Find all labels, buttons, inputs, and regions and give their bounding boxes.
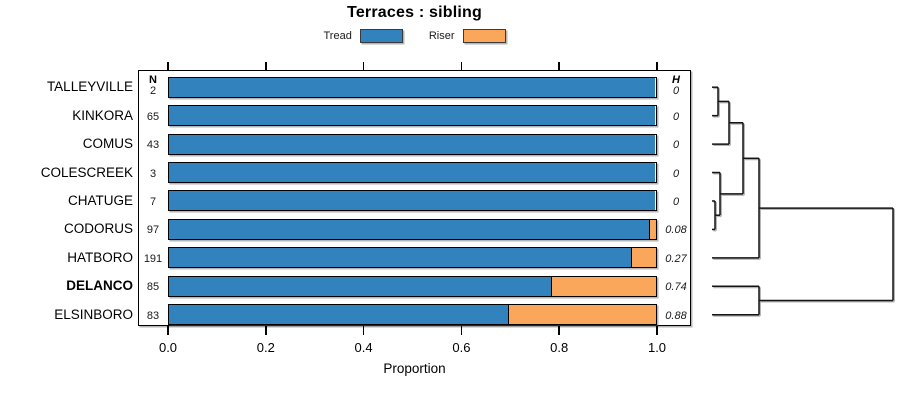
tread-bar-segment: [169, 305, 509, 325]
x-axis-tick-label: 0.8: [550, 340, 569, 355]
h-value: 0.08: [665, 224, 687, 237]
h-column-header: H: [672, 73, 680, 86]
n-value: 3: [149, 167, 157, 180]
riser-bar-segment: [650, 219, 656, 239]
legend-item-riser: Riser: [429, 29, 506, 43]
x-axis-tick-top: [460, 61, 463, 70]
category-label: TALLEYVILLE: [46, 79, 133, 95]
x-axis-title: Proportion: [383, 361, 446, 376]
legend-item-tread: Tread: [324, 29, 403, 43]
h-value: 0: [672, 167, 680, 180]
bar: [168, 105, 657, 127]
tread-bar-segment: [169, 191, 655, 211]
x-axis-tick-bottom: [167, 326, 169, 335]
x-axis-tick-top: [167, 61, 169, 70]
h-value: 0.88: [665, 309, 687, 322]
x-axis-tick-bottom: [460, 326, 463, 335]
n-value: 65: [146, 110, 160, 123]
bar: [168, 304, 657, 326]
n-value: 83: [146, 309, 160, 322]
x-axis-tick-label: 0.2: [256, 340, 275, 355]
legend: Tread Riser: [138, 27, 691, 45]
x-axis-tick-label: 0.6: [452, 340, 471, 355]
x-axis-tick-label: 0.4: [354, 340, 373, 355]
chart-title: Terraces : sibling: [347, 4, 482, 21]
n-value: 85: [146, 281, 160, 294]
riser-bar-segment: [552, 276, 656, 296]
n-value: 191: [143, 252, 163, 265]
tread-bar-segment: [169, 219, 650, 239]
n-value: 43: [146, 139, 160, 152]
category-label: KINKORA: [72, 107, 133, 123]
n-value: 2: [149, 84, 157, 97]
tread-bar-segment: [169, 106, 655, 126]
n-value: 97: [146, 224, 160, 237]
category-label: COMUS: [82, 136, 133, 152]
bar: [168, 247, 657, 269]
tread-bar-segment: [169, 77, 655, 97]
x-axis-tick-bottom: [265, 326, 267, 335]
x-axis-tick-top: [265, 61, 267, 70]
category-label: COLESCREEK: [40, 164, 133, 180]
bar: [168, 76, 657, 98]
x-axis-tick-bottom: [362, 326, 365, 335]
h-value: 0.74: [665, 281, 687, 294]
legend-swatch-tread-icon: [359, 29, 403, 43]
tread-bar-segment: [169, 248, 632, 268]
x-axis-tick-label: 0.0: [158, 340, 178, 355]
x-axis-tick-label: 1.0: [647, 340, 667, 355]
h-value: 0: [672, 110, 680, 123]
tread-bar-segment: [169, 134, 655, 154]
legend-label-tread: Tread: [323, 30, 352, 42]
bar: [168, 190, 657, 212]
bar: [168, 162, 657, 184]
category-label: HATBORO: [67, 249, 133, 265]
plot-frame: [138, 70, 691, 326]
legend-label-riser: Riser: [428, 30, 455, 42]
tread-bar-segment: [169, 163, 655, 183]
legend-swatch-riser-icon: [462, 29, 506, 43]
tread-bar-segment: [169, 276, 552, 296]
x-axis-tick-top: [656, 61, 658, 70]
h-value: 0.27: [665, 252, 687, 265]
x-axis-tick-top: [558, 61, 560, 70]
h-value: 0: [672, 139, 680, 152]
n-column-header: N: [149, 73, 157, 86]
x-axis-tick-bottom: [558, 326, 560, 335]
n-value: 7: [149, 195, 157, 208]
category-label: CHATUGE: [67, 192, 133, 208]
bar: [168, 275, 657, 297]
category-label: DELANCO: [66, 278, 133, 294]
riser-bar-segment: [632, 248, 656, 268]
x-axis-tick-top: [362, 61, 365, 70]
bar: [168, 218, 657, 240]
h-value: 0: [672, 195, 680, 208]
riser-bar-segment: [509, 305, 656, 325]
h-value: 0: [672, 84, 680, 97]
category-label: CODORUS: [63, 221, 133, 237]
bar: [168, 133, 657, 155]
x-axis-tick-bottom: [656, 326, 658, 335]
category-label: ELSINBORO: [54, 306, 133, 322]
